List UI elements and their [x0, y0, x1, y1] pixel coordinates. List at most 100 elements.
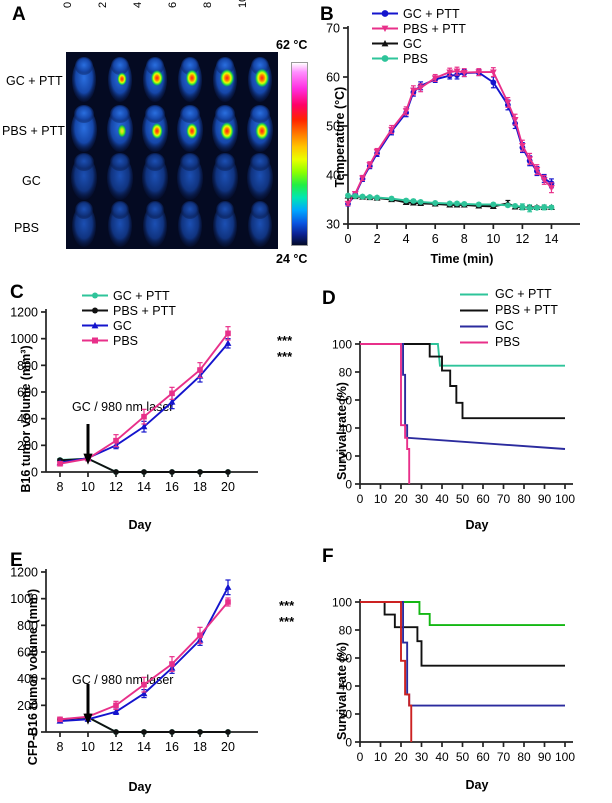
panel-f-label: F — [322, 546, 334, 567]
panel-b: B GC + PTT PBS + PTT GC PBS Temperature … — [312, 0, 612, 272]
svg-text:20: 20 — [221, 740, 235, 754]
timepoint-label: 0 min — [62, 0, 74, 8]
legend-marker-square-icon — [82, 337, 108, 344]
colorbar-max-label: 62 °C — [276, 38, 308, 52]
legend-label: GC — [113, 318, 132, 333]
thermal-colorbar — [291, 62, 308, 246]
svg-text:60: 60 — [476, 750, 490, 764]
svg-text:70: 70 — [326, 22, 340, 36]
panelD-legend: GC + PTT PBS + PTT GC PBS — [459, 286, 558, 350]
panel-e: E CFP-B16 tumor volume (mm³) Day GC / 98… — [0, 540, 312, 803]
panelE-significance-2: *** — [279, 614, 295, 629]
svg-text:40: 40 — [339, 422, 353, 436]
svg-text:600: 600 — [17, 646, 38, 660]
panel-c: C GC + PTT PBS + PTT GC PBS B16 tumor vo… — [0, 272, 312, 540]
svg-text:200: 200 — [17, 439, 38, 453]
svg-text:400: 400 — [17, 412, 38, 426]
panelE-xlabel: Day — [128, 780, 152, 794]
svg-text:2: 2 — [374, 232, 381, 246]
svg-text:80: 80 — [517, 750, 531, 764]
legend-item: GC — [459, 318, 558, 334]
panelC-significance-2: *** — [277, 349, 293, 364]
legend-item: PBS — [372, 51, 466, 66]
svg-text:80: 80 — [339, 624, 353, 638]
svg-text:30: 30 — [415, 492, 429, 506]
svg-text:80: 80 — [517, 492, 531, 506]
svg-text:0: 0 — [345, 232, 352, 246]
svg-text:800: 800 — [17, 619, 38, 633]
legend-label: PBS — [403, 51, 429, 66]
svg-text:60: 60 — [339, 652, 353, 666]
panelD-xlabel: Day — [465, 518, 489, 532]
svg-text:6: 6 — [432, 232, 439, 246]
legend-label: PBS — [113, 333, 139, 348]
panelA-row-label-pbs: PBS — [14, 221, 40, 235]
legend-item: PBS — [459, 334, 558, 350]
svg-text:12: 12 — [515, 232, 529, 246]
svg-text:60: 60 — [339, 394, 353, 408]
svg-text:0: 0 — [357, 492, 364, 506]
svg-text:8: 8 — [57, 740, 64, 754]
svg-text:600: 600 — [17, 386, 38, 400]
svg-text:14: 14 — [137, 480, 151, 494]
panelA-row-label-pbs-ptt: PBS + PTT — [2, 124, 65, 138]
svg-text:80: 80 — [339, 366, 353, 380]
svg-text:10: 10 — [486, 232, 500, 246]
panelC-annotation: GC / 980 nm laser — [72, 400, 174, 414]
svg-text:16: 16 — [165, 480, 179, 494]
svg-text:18: 18 — [193, 740, 207, 754]
panelC-significance-1: *** — [277, 333, 293, 348]
timepoint-label: 4 min — [132, 0, 144, 8]
svg-text:10: 10 — [374, 750, 388, 764]
panel-f: F Survival rate (%) Day 0 10 20 30 40 50 60 70 8… — [312, 540, 612, 803]
timepoint-label: 6 min — [167, 0, 179, 8]
legend-marker-circle-icon — [82, 307, 108, 314]
svg-text:1000: 1000 — [10, 592, 38, 606]
legend-label: GC + PTT — [113, 288, 170, 303]
svg-text:50: 50 — [326, 120, 340, 134]
panelA-row-label-gc: GC — [22, 174, 41, 188]
legend-label: PBS — [495, 335, 521, 349]
svg-text:90: 90 — [538, 750, 552, 764]
panel-d: D GC + PTT PBS + PTT GC PBS Survival rat… — [312, 272, 612, 540]
svg-text:30: 30 — [415, 750, 429, 764]
svg-text:10: 10 — [374, 492, 388, 506]
legend-item: GC — [82, 318, 176, 333]
svg-text:0: 0 — [345, 478, 352, 492]
svg-text:60: 60 — [326, 71, 340, 85]
legend-marker-triangle-up-icon — [372, 40, 398, 47]
svg-text:50: 50 — [456, 492, 470, 506]
panelA-row-label-gc-ptt: GC + PTT — [6, 74, 63, 88]
panelB-xlabel: Time (min) — [430, 252, 494, 266]
legend-label: PBS + PTT — [113, 303, 176, 318]
svg-text:40: 40 — [339, 680, 353, 694]
svg-text:1200: 1200 — [10, 306, 38, 320]
legend-marker-circle-icon — [372, 10, 398, 17]
panelB-legend: GC + PTT PBS + PTT GC PBS — [372, 6, 466, 66]
legend-line-icon — [460, 293, 488, 295]
panelA-thermal-grid — [66, 52, 278, 249]
timepoint-label: 2 min — [97, 0, 109, 8]
svg-text:100: 100 — [555, 492, 575, 506]
timepoint-label: 8 min — [202, 0, 214, 8]
panelF-xlabel: Day — [465, 778, 489, 792]
svg-text:4: 4 — [403, 232, 410, 246]
panelC-xlabel: Day — [128, 518, 152, 532]
svg-text:1000: 1000 — [10, 332, 38, 346]
legend-item: GC + PTT — [372, 6, 466, 21]
legend-marker-circle-icon — [372, 55, 398, 62]
svg-text:800: 800 — [17, 359, 38, 373]
legend-item: GC + PTT — [459, 286, 558, 302]
svg-text:40: 40 — [326, 169, 340, 183]
svg-text:20: 20 — [339, 708, 353, 722]
legend-item: PBS + PTT — [372, 21, 466, 36]
svg-text:12: 12 — [109, 480, 123, 494]
legend-item: PBS + PTT — [459, 302, 558, 318]
legend-label: GC + PTT — [403, 6, 460, 21]
panel-e-label: E — [10, 550, 23, 571]
legend-line-icon — [460, 341, 488, 343]
